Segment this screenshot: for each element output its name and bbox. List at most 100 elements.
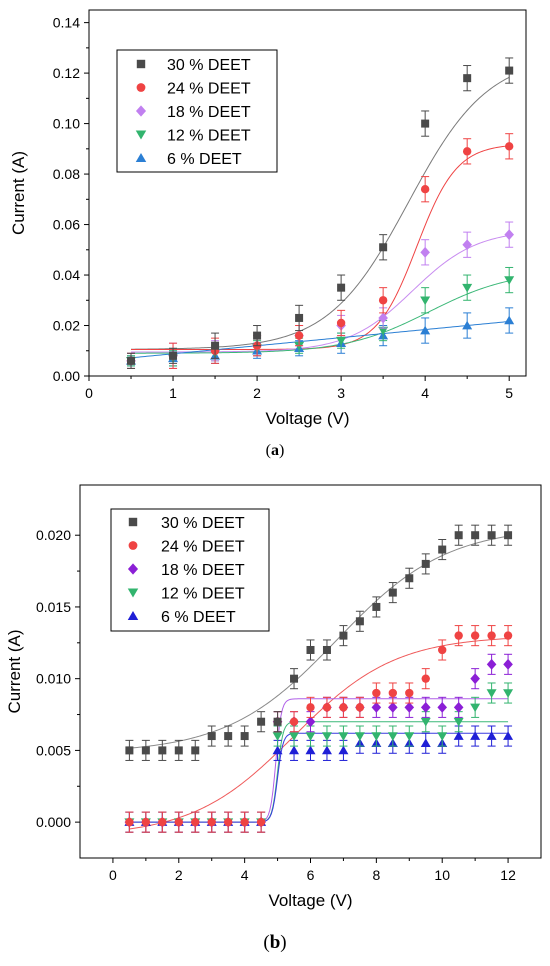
data-point: [273, 717, 282, 726]
legend-marker: [127, 610, 139, 620]
y-tick-label: 0.14: [53, 15, 80, 31]
data-point: [470, 673, 480, 685]
data-point: [174, 817, 183, 827]
data-point: [486, 689, 497, 698]
data-point: [453, 701, 464, 713]
x-tick-label: 12: [500, 867, 516, 883]
chart-b: 0 2 4 6 8 10 12 0.000 0.005 0.010 0.015 0.020 Voltag…: [5, 484, 542, 910]
panel-label-close: ): [280, 932, 287, 953]
data-point: [355, 617, 364, 626]
legend-label: 24 % DEET: [167, 81, 251, 98]
y-tick-label: 0.08: [53, 166, 80, 182]
data-point: [224, 732, 233, 741]
legend-label: 24 % DEET: [161, 539, 245, 556]
data-point: [438, 645, 447, 655]
data-point: [339, 703, 348, 712]
data-point: [504, 531, 513, 540]
data-point: [420, 325, 431, 335]
data-point: [421, 119, 430, 128]
data-point: [504, 315, 515, 325]
fit-line: [129, 535, 509, 749]
y-tick-label: 0.06: [53, 217, 80, 233]
panel-label-letter: a: [271, 442, 279, 459]
data-point: [211, 341, 220, 350]
panel-label-b: (b): [252, 932, 298, 954]
data-point: [504, 229, 514, 241]
x-tick-label: 5: [505, 385, 513, 401]
data-point: [503, 631, 513, 640]
data-point: [141, 746, 150, 755]
data-point: [420, 185, 430, 194]
data-point: [471, 531, 480, 540]
legend-marker: [128, 541, 138, 550]
data-point: [487, 531, 496, 540]
data-point: [321, 745, 332, 755]
data-point: [372, 602, 381, 611]
data-point: [378, 312, 388, 324]
data-point: [336, 318, 346, 328]
legend-marker: [128, 517, 138, 527]
data-point: [336, 336, 347, 346]
legend-marker: [136, 59, 146, 69]
legend-marker: [135, 130, 147, 140]
data-point: [462, 283, 473, 293]
data-point: [405, 688, 414, 698]
panel-label-open: (: [263, 932, 270, 953]
y-axis-label: Current (A): [5, 629, 24, 713]
data-point: [404, 701, 415, 713]
fit-line: [129, 732, 509, 823]
data-point: [505, 66, 514, 75]
fit-line: [131, 145, 510, 350]
data-point: [127, 356, 136, 365]
y-axis-label: Current (A): [9, 151, 28, 235]
data-point: [125, 817, 134, 827]
data-point: [272, 732, 283, 741]
data-point: [420, 701, 431, 713]
x-tick-label: 3: [337, 385, 345, 401]
data-point: [306, 645, 315, 654]
y-tick-label: 0.000: [36, 814, 71, 830]
x-axis-label: Voltage (V): [268, 891, 352, 910]
data-point: [438, 545, 447, 554]
series-3: [124, 682, 514, 833]
data-point: [420, 296, 431, 306]
legend-marker: [135, 105, 147, 117]
data-point: [223, 817, 233, 827]
data-point: [453, 717, 464, 727]
data-point: [437, 701, 448, 713]
legend-label: 18 % DEET: [167, 104, 251, 121]
panel-label-a: (a): [255, 442, 295, 460]
data-point: [462, 147, 472, 156]
y-tick-label: 0.10: [53, 116, 80, 132]
legend-marker: [127, 588, 139, 598]
legend: 30 % DEET 24 % DEET 18 % DEET 12 % DEET 6 % …: [116, 49, 278, 173]
data-point: [322, 703, 332, 712]
data-point: [322, 645, 331, 654]
fit-line: [130, 320, 510, 359]
data-point: [379, 243, 388, 252]
x-tick-label: 1: [169, 385, 177, 401]
data-point: [256, 817, 266, 827]
series-3: [126, 266, 515, 367]
legend-box: [110, 508, 270, 632]
y-tick-label: 0.12: [53, 65, 80, 81]
data-point: [191, 746, 200, 755]
data-point: [289, 745, 300, 755]
panel-label-close: ): [279, 442, 285, 459]
data-point: [321, 732, 332, 741]
data-point: [420, 246, 430, 258]
data-point: [240, 732, 249, 741]
data-point: [420, 738, 431, 748]
data-point: [486, 731, 497, 740]
x-tick-label: 8: [372, 867, 380, 883]
data-point: [463, 74, 472, 83]
data-point: [207, 817, 216, 827]
data-point: [354, 732, 365, 741]
data-point: [295, 313, 304, 322]
legend-label: 6 % DEET: [161, 609, 236, 626]
data-point: [437, 732, 448, 741]
data-point: [378, 326, 389, 336]
data-point: [503, 658, 513, 670]
fit-line: [131, 234, 510, 353]
